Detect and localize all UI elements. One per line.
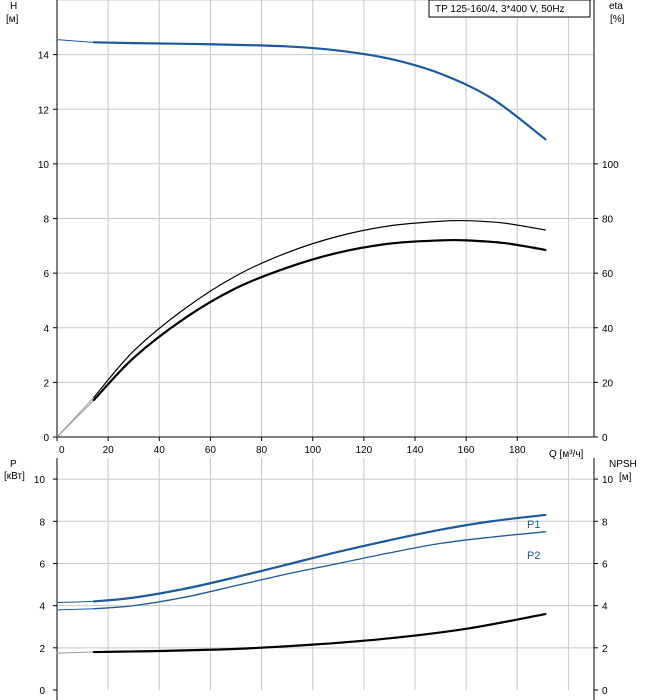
top-right-axis-unit: [%] xyxy=(610,14,625,25)
top-h-curve xyxy=(92,41,547,141)
bottom-right-tick-label: 2 xyxy=(602,644,608,655)
top-left-tick-label: 4 xyxy=(43,324,49,335)
bottom-right-tick-label: 4 xyxy=(602,602,608,613)
bottom-p2-extension-line xyxy=(56,608,95,611)
bottom-left-tick-label: 8 xyxy=(39,517,45,528)
top-left-axis-unit: [м] xyxy=(6,14,19,25)
bottom-p2-curve xyxy=(93,531,547,610)
x-tick-label: 180 xyxy=(509,445,526,456)
legend-text: TP 125-160/4, 3*400 V, 50Hz xyxy=(435,4,565,15)
x-tick-label: 160 xyxy=(458,445,475,456)
top-right-tick-label: 100 xyxy=(602,160,619,171)
bottom-npsh-curve xyxy=(92,612,547,654)
bottom-p1-extension-line xyxy=(56,600,95,603)
x-tick-label: 120 xyxy=(356,445,373,456)
series-label-p1: P1 xyxy=(527,519,540,531)
bottom-left-tick-label: 10 xyxy=(34,475,46,486)
bottom-right-tick-label: 0 xyxy=(602,686,608,697)
bottom-right-tick-label: 10 xyxy=(602,475,614,486)
top-left-axis-title: H xyxy=(10,1,17,12)
x-tick-label: 80 xyxy=(256,445,268,456)
bottom-npsh-extension-line xyxy=(56,651,95,654)
top-left-tick-label: 8 xyxy=(43,215,49,226)
bottom-right-tick-label: 6 xyxy=(602,559,608,570)
bottom-right-axis-unit: [м] xyxy=(619,472,632,483)
top-right-tick-label: 60 xyxy=(602,269,614,280)
frame-layer xyxy=(56,0,595,700)
top-eta_thick-extension-line xyxy=(56,399,95,438)
top-left-tick-label: 14 xyxy=(38,51,50,62)
top-eta-thick-curve xyxy=(92,238,547,402)
top-left-tick-label: 0 xyxy=(43,433,49,444)
bottom-left-tick-label: 2 xyxy=(39,644,45,655)
top-left-tick-label: 10 xyxy=(38,160,50,171)
bottom-left-axis-title: P xyxy=(10,459,17,470)
top-h-extension-line xyxy=(56,39,95,43)
top-right-axis-title: eta xyxy=(609,1,623,12)
series-layer xyxy=(56,39,547,654)
top-eta-thin-curve xyxy=(93,219,547,398)
bottom-left-tick-label: 4 xyxy=(39,602,45,613)
top-right-tick-label: 20 xyxy=(602,378,614,389)
legend-box xyxy=(428,0,591,18)
x-tick-label: 40 xyxy=(154,445,166,456)
top-left-tick-label: 6 xyxy=(43,269,49,280)
bottom-right-tick-label: 8 xyxy=(602,517,608,528)
top-right-tick-label: 40 xyxy=(602,324,614,335)
x-tick-label: 20 xyxy=(103,445,115,456)
bottom-p1-curve xyxy=(92,513,547,603)
bottom-left-tick-label: 0 xyxy=(39,686,45,697)
top-right-tick-label: 80 xyxy=(602,215,614,226)
bottom-right-axis-title: NPSH xyxy=(609,459,637,470)
bottom-left-axis-unit: [кВт] xyxy=(4,471,25,482)
grid-layer xyxy=(57,0,594,690)
top-left-tick-label: 2 xyxy=(43,378,49,389)
x-tick-label: 0 xyxy=(59,445,65,456)
bottom-left-tick-label: 6 xyxy=(39,559,45,570)
x-tick-label: 140 xyxy=(407,445,424,456)
series-label-p2: P2 xyxy=(527,550,540,562)
top-right-tick-label: 0 xyxy=(602,433,608,444)
x-tick-label: 100 xyxy=(304,445,321,456)
x-axis-title: Q [м³/ч] xyxy=(549,449,584,460)
top-left-tick-label: 12 xyxy=(38,105,50,116)
x-tick-label: 60 xyxy=(205,445,217,456)
